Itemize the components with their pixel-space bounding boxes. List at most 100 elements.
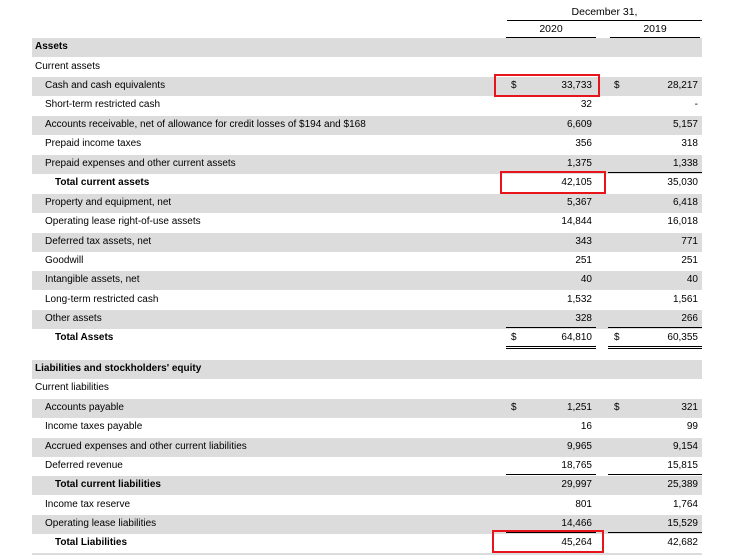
cropped-top-text (0, 0, 747, 4)
row-label: Accounts receivable, net of allowance fo… (45, 119, 366, 130)
table-row: Accounts payable $ 1,251 $ 321 (32, 399, 702, 418)
value-2019: 42,682 (667, 537, 698, 548)
value-2020: 6,609 (566, 119, 592, 130)
value-2020: 801 (575, 499, 592, 510)
row-label: Current liabilities (35, 382, 109, 393)
table-row-partial (32, 553, 702, 555)
value-2019: 1,561 (672, 294, 698, 305)
value-2020: 343 (575, 236, 592, 247)
value-2019: 15,529 (667, 518, 698, 529)
value-2019: 99 (686, 421, 698, 432)
value-2020: 18,765 (561, 460, 592, 471)
table-row: Liabilities and stockholders' equity (32, 360, 702, 379)
value-2019: 6,418 (672, 197, 698, 208)
currency-symbol: $ (511, 80, 517, 91)
total-double-rule (608, 345, 702, 349)
row-label: Accrued expenses and other current liabi… (45, 441, 247, 452)
value-2019: 35,030 (667, 177, 698, 188)
value-2020: 29,997 (561, 479, 592, 490)
table-row: Accrued expenses and other current liabi… (32, 438, 702, 457)
table-row: Operating lease right-of-use assets 14,8… (32, 213, 702, 232)
currency-symbol: $ (614, 332, 620, 343)
table-row: Accounts receivable, net of allowance fo… (32, 116, 702, 135)
value-2020: 9,965 (566, 441, 592, 452)
row-label: Income tax reserve (45, 499, 131, 510)
currency-symbol: $ (614, 80, 620, 91)
row-label: Income taxes payable (45, 421, 143, 432)
row-label: Short-term restricted cash (45, 99, 161, 110)
value-2019: 318 (681, 138, 698, 149)
row-label: Long-term restricted cash (45, 294, 159, 305)
value-2020: 251 (575, 255, 592, 266)
value-2020: 5,367 (566, 197, 592, 208)
table-row: Income tax reserve 801 1,764 (32, 496, 702, 515)
value-2019: 28,217 (667, 80, 698, 91)
table-row: Operating lease liabilities 14,466 15,52… (32, 515, 702, 534)
highlight-box-total-liabilities (492, 530, 604, 553)
value-2020: 42,105 (561, 177, 592, 188)
table-row: Short-term restricted cash 32 - (32, 96, 702, 115)
column-header-2020-rule (506, 37, 596, 38)
value-2020: 1,532 (566, 294, 592, 305)
currency-symbol: $ (511, 402, 517, 413)
value-2019: 1,764 (672, 499, 698, 510)
row-label: Intangible assets, net (45, 274, 140, 285)
row-label: Accounts payable (45, 402, 124, 413)
value-2019: 16,018 (667, 216, 698, 227)
row-label: Operating lease liabilities (45, 518, 157, 529)
value-2019: - (694, 99, 698, 110)
subtotal-rule (608, 474, 702, 475)
value-2019: 9,154 (672, 441, 698, 452)
subtotal-rule (506, 532, 596, 533)
row-label: Total current assets (55, 177, 150, 188)
row-label: Total Assets (55, 332, 114, 343)
table-row: Total Liabilities 45,264 42,682 (32, 534, 702, 553)
highlight-box-total-current-assets (500, 171, 606, 194)
row-label: Prepaid income taxes (45, 138, 142, 149)
table-row: Property and equipment, net 5,367 6,418 (32, 194, 702, 213)
table-row: Deferred revenue 18,765 15,815 (32, 457, 702, 476)
column-header-2020: 2020 (539, 23, 563, 35)
value-2019: 771 (681, 236, 698, 247)
table-row: Long-term restricted cash 1,532 1,561 (32, 291, 702, 310)
value-2020: 14,466 (561, 518, 592, 529)
table-row: Cash and cash equivalents $ 33,733 $ 28,… (32, 77, 702, 96)
currency-symbol: $ (511, 332, 517, 343)
row-label: Property and equipment, net (45, 197, 172, 208)
value-2020: 64,810 (561, 332, 592, 343)
table-row: Other assets 328 266 (32, 310, 702, 329)
table-row: Total current assets 42,105 35,030 (32, 174, 702, 193)
value-2020: 14,844 (561, 216, 592, 227)
subtotal-rule (506, 474, 596, 475)
row-label: Total Liabilities (55, 537, 128, 548)
table-row: Current assets (32, 58, 702, 77)
row-label: Deferred revenue (45, 460, 123, 471)
table-row: Prepaid income taxes 356 318 (32, 135, 702, 154)
value-2020: 45,264 (561, 537, 592, 548)
value-2020: 32 (580, 99, 592, 110)
value-2019: 15,815 (667, 460, 698, 471)
value-2019: 1,338 (672, 158, 698, 169)
row-label: Operating lease right-of-use assets (45, 216, 201, 227)
subtotal-rule (608, 532, 702, 533)
table-row: Assets (32, 38, 702, 57)
value-2020: 328 (575, 313, 592, 324)
table-row: Total Assets $ 64,810 $ 60,355 (32, 329, 702, 349)
table-row: Deferred tax assets, net 343 771 (32, 233, 702, 252)
value-2019: 60,355 (667, 332, 698, 343)
value-2019: 40 (686, 274, 698, 285)
table-row: Income taxes payable 16 99 (32, 418, 702, 437)
value-2020: 1,375 (566, 158, 592, 169)
subtotal-rule (608, 327, 702, 328)
value-2019: 251 (681, 255, 698, 266)
value-2020: 356 (575, 138, 592, 149)
table-row: Goodwill 251 251 (32, 252, 702, 271)
row-label: Total current liabilities (55, 479, 161, 490)
subtotal-rule (506, 327, 596, 328)
row-label: Other assets (45, 313, 102, 324)
total-double-rule (506, 345, 596, 349)
value-2020: 16 (580, 421, 592, 432)
highlight-box-cash (494, 74, 600, 97)
row-label: Deferred tax assets, net (45, 236, 152, 247)
table-row: Total current liabilities 29,997 25,389 (32, 476, 702, 495)
